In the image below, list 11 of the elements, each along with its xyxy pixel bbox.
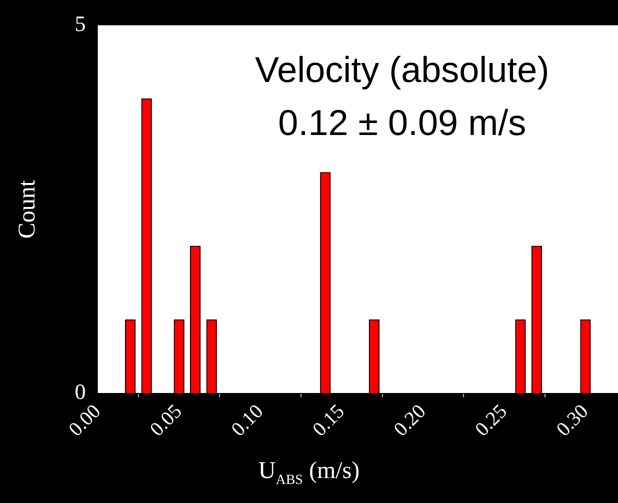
text: Velocity (absolute) [255,49,550,90]
x-axis-title: U$_{ABS}$ (m/s) [257,458,361,489]
x-tick-label: 0.25 [471,400,512,441]
x-tick-label: 0.15 [308,400,349,441]
text: 0.12 ± 0.09 m/s [278,102,526,144]
x-tick-label: 0.05 [146,400,186,441]
x-tick-label: 0.30 [552,400,593,441]
x-tick-label: 0.10 [227,400,268,441]
y-tick-label: 5 [74,10,86,36]
x-tick-label: 0.20 [390,400,430,441]
y-axis-title: Count [14,180,41,239]
